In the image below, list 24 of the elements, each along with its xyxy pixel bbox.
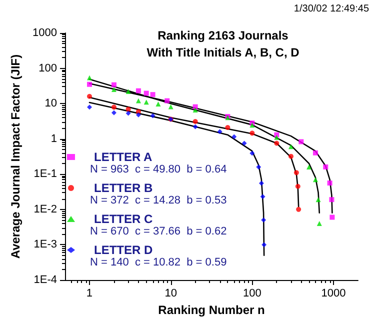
y-tick-label: 1E-2 (34, 203, 57, 216)
y-axis-title: Average Journal Impact Factor (JIF) (8, 54, 23, 259)
annotation: N = 372 c = 14.28 b = 0.53 (90, 194, 227, 206)
x-tick-label: 1000 (321, 288, 346, 300)
x-axis-title: Ranking Number n (158, 303, 265, 317)
y-tick-label: 1 (50, 132, 57, 145)
y-tick-label: 1000 (32, 27, 57, 39)
x-tick-label: 10 (164, 288, 177, 300)
x-tick-label: 1 (86, 288, 93, 300)
legend-label: LETTER C (94, 212, 153, 226)
legend-label: LETTER D (94, 243, 153, 257)
annotation: N = 963 c = 49.80 b = 0.64 (90, 164, 227, 176)
annotation: N = 140 c = 10.82 b = 0.59 (90, 256, 227, 268)
annotation: N = 670 c = 37.66 b = 0.62 (90, 226, 227, 238)
y-tick-label: 1E-3 (34, 238, 57, 251)
text: 1/30/02 12:49:45 (294, 4, 370, 14)
chart-title: Ranking 2163 Journals With Title Initials A, B, C, D (146, 28, 300, 60)
x-tick-label: 100 (242, 288, 262, 300)
y-tick-label: 1E-1 (34, 168, 57, 180)
y-tick-label: 100 (38, 62, 57, 74)
y-tick-label: 1E-4 (34, 274, 57, 286)
y-tick-label: 10 (44, 98, 57, 110)
legend-label: LETTER A (94, 150, 153, 164)
legend-label: LETTER B (94, 181, 153, 195)
